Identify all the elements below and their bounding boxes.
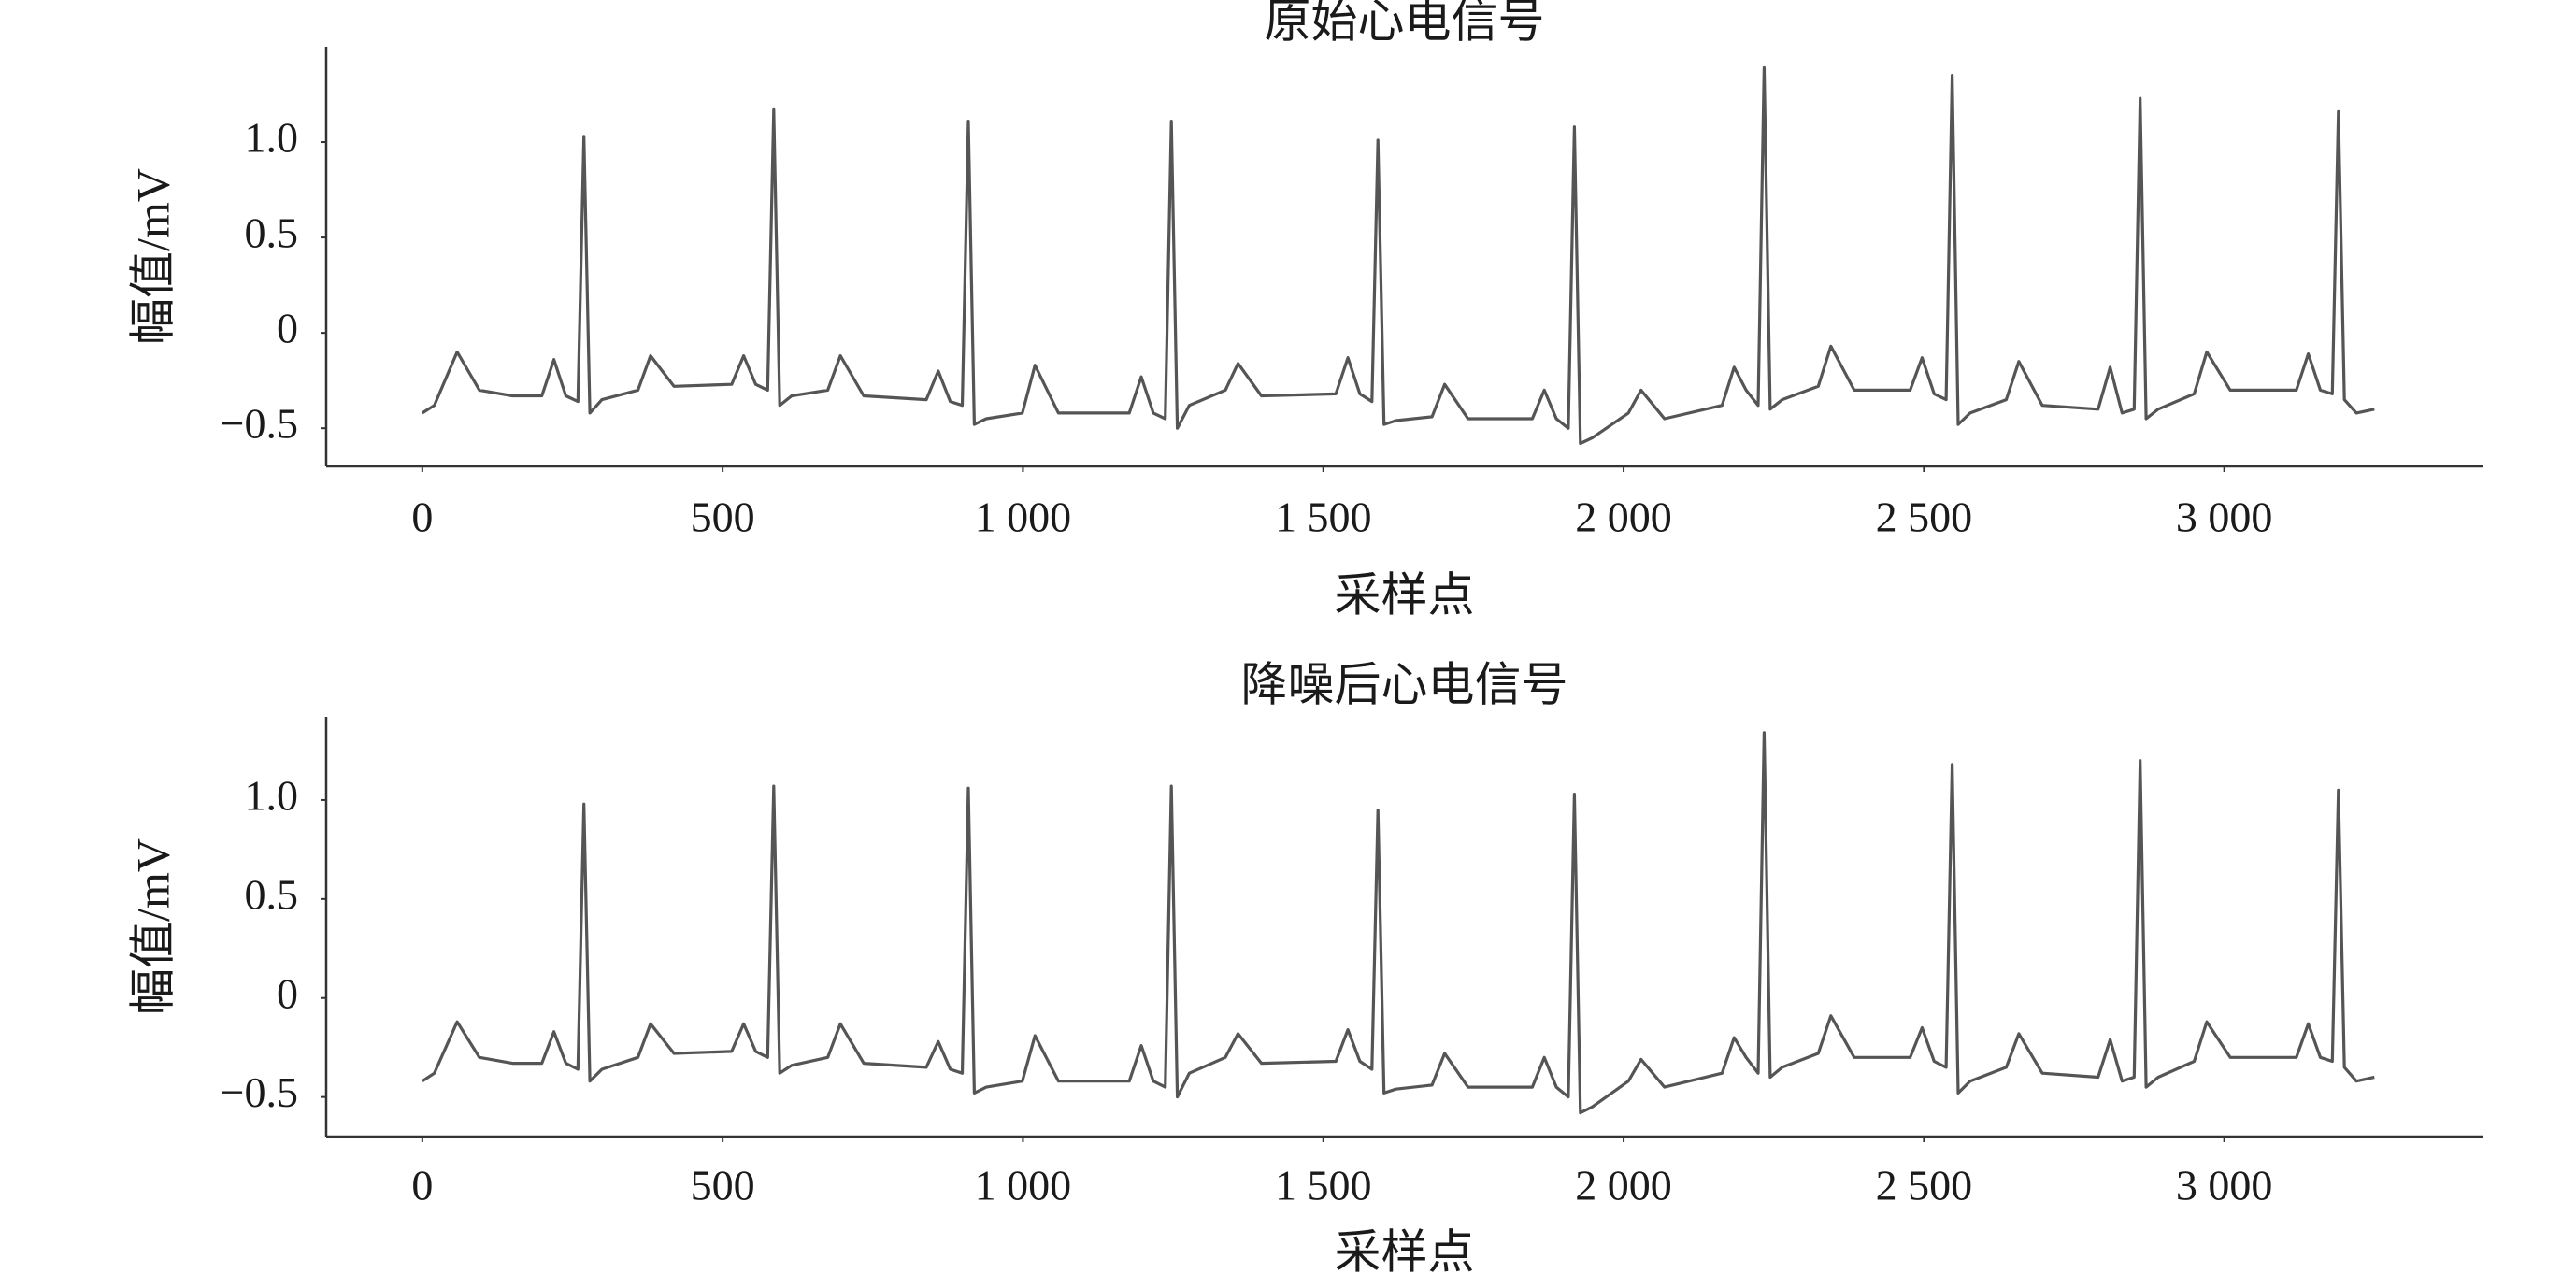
- x-tick-label: 1 500: [1275, 494, 1372, 541]
- x-tick-label: 2 500: [1876, 1162, 1973, 1209]
- x-tick-label: 2 000: [1575, 494, 1672, 541]
- x-tick-label: 500: [691, 1162, 755, 1209]
- x-axis-label: 采样点: [1335, 568, 1475, 621]
- y-tick-label: 1.0: [245, 772, 299, 820]
- y-tick-label: −0.5: [221, 1068, 298, 1116]
- x-tick-label: 0: [411, 1162, 433, 1209]
- x-tick-label: 0: [411, 494, 433, 541]
- x-tick-label: 500: [691, 494, 755, 541]
- x-tick-label: 1 500: [1275, 1162, 1372, 1209]
- y-tick-label: 0: [277, 305, 298, 352]
- x-tick-label: 2 500: [1876, 494, 1973, 541]
- chart-title: 原始心电信号: [1265, 0, 1545, 47]
- y-axis-label: 幅值/mV: [126, 168, 179, 345]
- y-tick-label: −0.5: [221, 400, 298, 448]
- x-tick-label: 1 000: [975, 494, 1072, 541]
- x-tick-label: 1 000: [975, 1162, 1072, 1209]
- y-tick-label: 0.5: [245, 870, 299, 918]
- ecg-line: [421, 731, 2375, 1115]
- y-tick-label: 0: [277, 969, 298, 1017]
- y-tick-label: 1.0: [245, 114, 299, 162]
- ecg-line: [421, 65, 2375, 446]
- y-tick-label: 0.5: [245, 209, 299, 257]
- x-tick-label: 3 000: [2176, 1162, 2273, 1209]
- x-tick-label: 2 000: [1575, 1162, 1672, 1209]
- y-axis-label: 幅值/mV: [126, 838, 179, 1015]
- x-tick-label: 3 000: [2176, 494, 2273, 541]
- chart-title: 降噪后心电信号: [1241, 658, 1568, 710]
- x-axis-label: 采样点: [1335, 1225, 1475, 1278]
